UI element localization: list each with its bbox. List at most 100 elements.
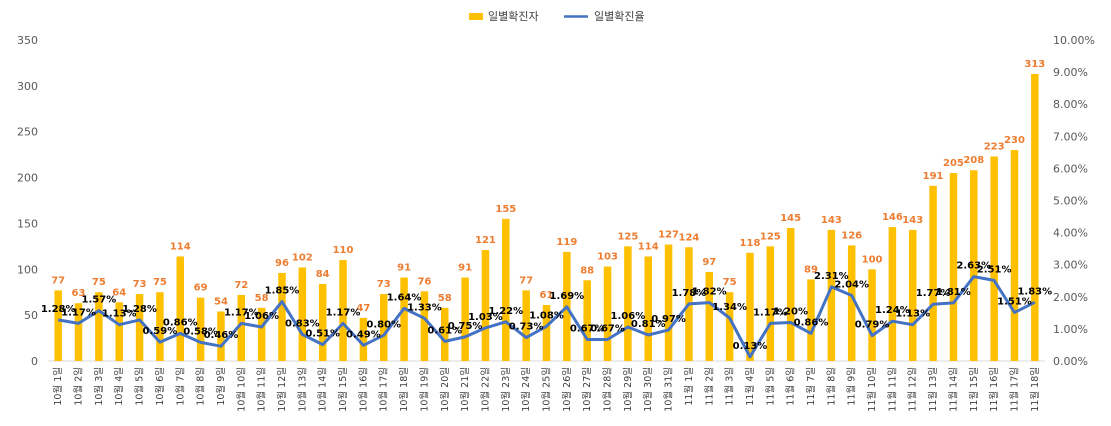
y-right-tick: 8.00% bbox=[1053, 98, 1088, 111]
bar-value-label: 58 bbox=[255, 293, 269, 304]
y-left-tick: 200 bbox=[17, 172, 38, 185]
bar bbox=[318, 283, 327, 361]
bar-value-label: 73 bbox=[377, 279, 391, 290]
x-tick-label: 10월 30일 bbox=[642, 367, 654, 412]
bar bbox=[359, 317, 368, 361]
y-left-tick: 350 bbox=[17, 34, 38, 47]
bar bbox=[481, 250, 490, 361]
rate-value-label: 1.83% bbox=[1017, 286, 1052, 297]
bar bbox=[502, 218, 510, 361]
bar-value-label: 75 bbox=[153, 277, 167, 288]
bar bbox=[379, 294, 388, 361]
rate-value-label: 0.97% bbox=[651, 314, 686, 325]
x-tick-label: 10월 15일 bbox=[337, 367, 349, 412]
y-left-tick: 100 bbox=[17, 263, 38, 276]
y-left-tick: 0 bbox=[31, 355, 38, 368]
x-tick-label: 11월 15일 bbox=[968, 367, 980, 412]
bar bbox=[54, 290, 62, 361]
bar bbox=[888, 227, 897, 361]
x-tick-label: 10월 8일 bbox=[195, 367, 207, 406]
rate-value-label: 2.31% bbox=[814, 271, 849, 282]
rate-value-label: 1.17% bbox=[753, 307, 788, 318]
rate-value-label: 1.06% bbox=[244, 311, 279, 322]
bar-value-label: 76 bbox=[417, 276, 431, 287]
bar bbox=[766, 246, 775, 361]
bar-value-label: 97 bbox=[702, 257, 716, 268]
y-right-tick: 1.00% bbox=[1053, 323, 1088, 336]
x-tick-label: 10월 14일 bbox=[317, 367, 329, 412]
x-tick-label: 10월 10일 bbox=[235, 367, 247, 412]
rate-value-label: 0.86% bbox=[163, 317, 198, 328]
rate-value-label: 0.51% bbox=[305, 329, 340, 340]
bar bbox=[441, 307, 449, 361]
rate-value-label: 1.20% bbox=[773, 306, 808, 317]
bar bbox=[156, 292, 164, 361]
bar bbox=[786, 228, 795, 361]
bar-value-label: 75 bbox=[723, 277, 737, 288]
bar-value-label: 54 bbox=[214, 296, 228, 307]
bar bbox=[847, 245, 856, 361]
bar bbox=[420, 291, 429, 361]
y-right-tick: 7.00% bbox=[1053, 130, 1088, 143]
bar-value-label: 77 bbox=[519, 275, 533, 286]
bar bbox=[807, 279, 815, 361]
x-tick-label: 10월 31일 bbox=[663, 367, 675, 412]
rate-value-label: 1.57% bbox=[82, 295, 117, 306]
bar-value-label: 143 bbox=[821, 215, 842, 226]
x-tick-label: 11월 14일 bbox=[947, 367, 959, 412]
bar-value-label: 77 bbox=[51, 275, 65, 286]
bar bbox=[278, 272, 286, 361]
rate-value-label: 1.85% bbox=[265, 286, 300, 297]
bar-value-label: 91 bbox=[458, 263, 472, 274]
bar-value-label: 110 bbox=[333, 245, 354, 256]
bar bbox=[298, 267, 307, 361]
bar-value-label: 145 bbox=[780, 213, 801, 224]
bar-value-label: 114 bbox=[638, 241, 659, 252]
bar-value-label: 89 bbox=[804, 264, 818, 275]
x-tick-label: 10월 23일 bbox=[500, 367, 512, 412]
rate-value-label: 1.77% bbox=[916, 288, 951, 299]
bar bbox=[1010, 150, 1019, 361]
bar bbox=[400, 277, 408, 361]
y-right-tick: 3.00% bbox=[1053, 259, 1088, 272]
x-tick-label: 11월 10일 bbox=[866, 367, 878, 412]
bar-value-label: 125 bbox=[760, 231, 781, 242]
bar bbox=[542, 305, 551, 361]
bar bbox=[339, 260, 347, 361]
bar bbox=[217, 311, 225, 361]
legend-line-label: 일별확진율 bbox=[594, 9, 645, 23]
bar bbox=[970, 170, 978, 361]
bar bbox=[868, 269, 876, 361]
x-tick-label: 11월 11일 bbox=[886, 367, 898, 412]
bar bbox=[664, 244, 673, 361]
bar-value-label: 124 bbox=[678, 232, 699, 243]
rate-value-label: 0.46% bbox=[204, 330, 239, 341]
bar bbox=[74, 303, 83, 361]
bar-value-label: 114 bbox=[170, 241, 191, 252]
bar-value-label: 230 bbox=[1004, 135, 1025, 146]
bar-value-label: 223 bbox=[984, 141, 1005, 152]
x-tick-label: 11월 4일 bbox=[744, 367, 756, 406]
x-tick-label: 10월 25일 bbox=[541, 367, 553, 412]
legend-bar-label: 일별확진자 bbox=[488, 9, 539, 23]
y-right-tick: 5.00% bbox=[1053, 195, 1088, 208]
x-tick-label: 10월 19일 bbox=[418, 367, 430, 412]
bar-value-label: 64 bbox=[112, 287, 126, 298]
bar-value-label: 126 bbox=[841, 230, 862, 241]
bar bbox=[827, 229, 836, 361]
x-tick-label: 10월 28일 bbox=[602, 367, 614, 412]
bar-value-label: 313 bbox=[1024, 59, 1045, 70]
bar-value-label: 102 bbox=[292, 252, 313, 263]
bar bbox=[176, 256, 185, 361]
rate-value-label: 0.86% bbox=[794, 317, 829, 328]
rate-value-label: 0.79% bbox=[855, 320, 890, 331]
x-tick-label: 10월 27일 bbox=[581, 367, 593, 412]
bar bbox=[746, 252, 754, 361]
bar-value-label: 191 bbox=[923, 171, 944, 182]
x-tick-label: 10월 21일 bbox=[459, 367, 471, 412]
x-tick-label: 11월 18일 bbox=[1029, 367, 1041, 412]
x-tick-label: 10월 6일 bbox=[154, 367, 166, 406]
x-tick-label: 11월 13일 bbox=[927, 367, 939, 412]
x-tick-label: 11월 2일 bbox=[703, 367, 715, 406]
bar bbox=[949, 172, 958, 361]
